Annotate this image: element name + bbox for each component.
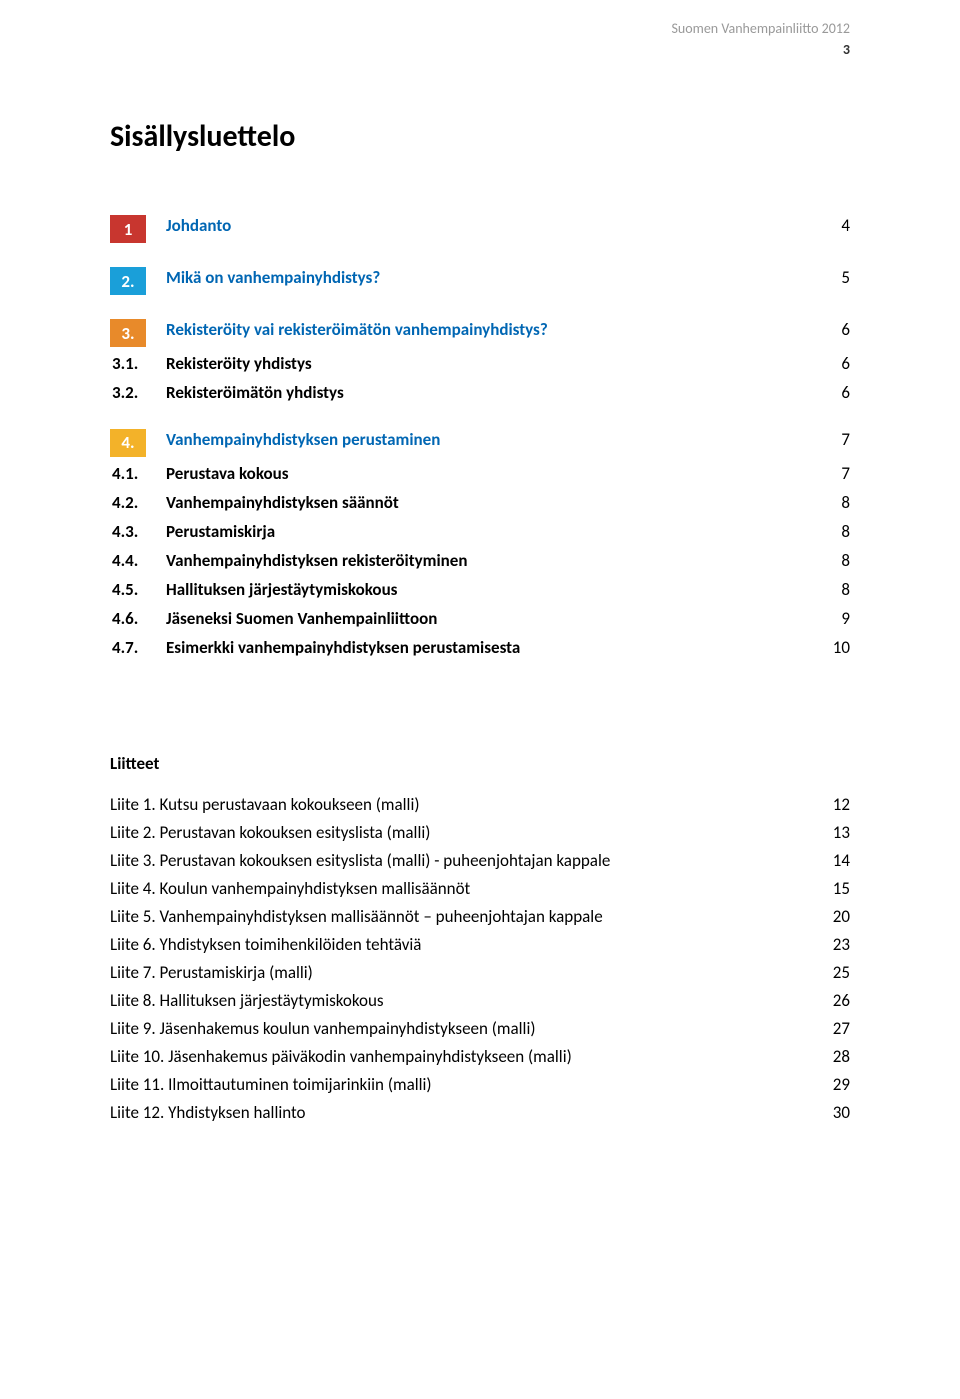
attachment-label: Liite 2. Perustavan kokouksen esityslist… — [110, 822, 800, 845]
toc-subsection-row: 3.2.Rekisteröimätön yhdistys6 — [110, 382, 850, 405]
subsection-page: 6 — [800, 353, 850, 374]
attachment-label: Liite 3. Perustavan kokouksen esityslist… — [110, 850, 800, 873]
attachment-page: 28 — [800, 1046, 850, 1069]
subsection-number: 4.6. — [110, 608, 146, 629]
attachment-row: Liite 6. Yhdistyksen toimihenkilöiden te… — [110, 934, 850, 957]
section-page: 6 — [800, 319, 850, 340]
subsection-title: Vanhempainyhdistyksen rekisteröityminen — [146, 550, 800, 573]
section-title: Mikä on vanhempainyhdistys? — [146, 267, 800, 290]
attachment-row: Liite 3. Perustavan kokouksen esityslist… — [110, 850, 850, 873]
header-org-line: Suomen Vanhempainliitto 2012 — [110, 20, 850, 37]
subsection-number: 4.5. — [110, 579, 146, 600]
section-number-box: 2. — [110, 267, 146, 295]
attachment-page: 14 — [800, 850, 850, 873]
attachment-page: 20 — [800, 906, 850, 929]
document-page: Suomen Vanhempainliitto 2012 3 Sisällysl… — [0, 0, 960, 1125]
attachments-heading: Liitteet — [110, 753, 850, 774]
section-page: 5 — [800, 267, 850, 288]
attachment-row: Liite 4. Koulun vanhempainyhdistyksen ma… — [110, 878, 850, 901]
attachment-label: Liite 6. Yhdistyksen toimihenkilöiden te… — [110, 934, 800, 957]
attachment-label: Liite 8. Hallituksen järjestäytymiskokou… — [110, 990, 800, 1013]
subsection-page: 8 — [800, 492, 850, 513]
subsection-number: 3.2. — [110, 382, 146, 403]
subsection-page: 8 — [800, 521, 850, 542]
section-title: Vanhempainyhdistyksen perustaminen — [146, 429, 800, 452]
attachment-row: Liite 10. Jäsenhakemus päiväkodin vanhem… — [110, 1046, 850, 1069]
subsection-number: 4.4. — [110, 550, 146, 571]
toc-section-row: 2.Mikä on vanhempainyhdistys?5 — [110, 267, 850, 295]
attachment-label: Liite 11. Ilmoittautuminen toimijarinkii… — [110, 1074, 800, 1097]
attachment-label: Liite 4. Koulun vanhempainyhdistyksen ma… — [110, 878, 800, 901]
attachment-label: Liite 1. Kutsu perustavaan kokoukseen (m… — [110, 794, 800, 817]
attachment-page: 29 — [800, 1074, 850, 1097]
section-title: Rekisteröity vai rekisteröimätön vanhemp… — [146, 319, 800, 342]
subsection-title: Jäseneksi Suomen Vanhempainliittoon — [146, 608, 800, 631]
subsection-page: 7 — [800, 463, 850, 484]
toc-subsection-row: 4.4.Vanhempainyhdistyksen rekisteröitymi… — [110, 550, 850, 573]
subsection-page: 9 — [800, 608, 850, 629]
subsection-title: Vanhempainyhdistyksen säännöt — [146, 492, 800, 515]
toc-subsection-row: 4.7.Esimerkki vanhempainyhdistyksen peru… — [110, 637, 850, 660]
subsection-title: Perustava kokous — [146, 463, 800, 486]
subsection-page: 8 — [800, 550, 850, 571]
subsection-page: 10 — [800, 637, 850, 658]
toc-subsection-row: 4.2.Vanhempainyhdistyksen säännöt8 — [110, 492, 850, 515]
section-number-box: 4. — [110, 429, 146, 457]
attachment-label: Liite 7. Perustamiskirja (malli) — [110, 962, 800, 985]
table-of-contents: 1Johdanto4 2.Mikä on vanhempainyhdistys?5… — [110, 215, 850, 683]
toc-section-row: 4.Vanhempainyhdistyksen perustaminen7 — [110, 429, 850, 457]
toc-section-row: 3.Rekisteröity vai rekisteröimätön vanhe… — [110, 319, 850, 347]
attachment-row: Liite 11. Ilmoittautuminen toimijarinkii… — [110, 1074, 850, 1097]
page-title: Sisällysluettelo — [110, 118, 850, 155]
subsection-number: 3.1. — [110, 353, 146, 374]
toc-subsection-row: 4.6.Jäseneksi Suomen Vanhempainliittoon9 — [110, 608, 850, 631]
subsection-title: Rekisteröity yhdistys — [146, 353, 800, 376]
attachments-list: Liite 1. Kutsu perustavaan kokoukseen (m… — [110, 794, 850, 1124]
subsection-title: Esimerkki vanhempainyhdistyksen perustam… — [146, 637, 800, 660]
attachment-page: 13 — [800, 822, 850, 845]
attachment-label: Liite 9. Jäsenhakemus koulun vanhempainy… — [110, 1018, 800, 1041]
attachment-page: 23 — [800, 934, 850, 957]
attachment-label: Liite 5. Vanhempainyhdistyksen mallisään… — [110, 906, 800, 929]
attachment-page: 26 — [800, 990, 850, 1013]
subsection-page: 6 — [800, 382, 850, 403]
subsection-number: 4.3. — [110, 521, 146, 542]
section-page: 7 — [800, 429, 850, 450]
attachment-row: Liite 5. Vanhempainyhdistyksen mallisään… — [110, 906, 850, 929]
subsection-page: 8 — [800, 579, 850, 600]
attachment-page: 27 — [800, 1018, 850, 1041]
toc-subsection-row: 4.3.Perustamiskirja8 — [110, 521, 850, 544]
subsection-title: Rekisteröimätön yhdistys — [146, 382, 800, 405]
attachment-row: Liite 12. Yhdistyksen hallinto30 — [110, 1102, 850, 1125]
subsection-title: Perustamiskirja — [146, 521, 800, 544]
attachment-label: Liite 12. Yhdistyksen hallinto — [110, 1102, 800, 1125]
section-number-box: 1 — [110, 215, 146, 243]
attachment-row: Liite 8. Hallituksen järjestäytymiskokou… — [110, 990, 850, 1013]
section-page: 4 — [800, 215, 850, 236]
attachment-row: Liite 7. Perustamiskirja (malli)25 — [110, 962, 850, 985]
toc-section-row: 1Johdanto4 — [110, 215, 850, 243]
attachment-row: Liite 1. Kutsu perustavaan kokoukseen (m… — [110, 794, 850, 817]
attachment-page: 15 — [800, 878, 850, 901]
attachment-row: Liite 2. Perustavan kokouksen esityslist… — [110, 822, 850, 845]
toc-subsection-row: 3.1.Rekisteröity yhdistys6 — [110, 353, 850, 376]
subsection-number: 4.2. — [110, 492, 146, 513]
attachment-page: 25 — [800, 962, 850, 985]
subsection-number: 4.1. — [110, 463, 146, 484]
page-number: 3 — [110, 41, 850, 58]
attachment-label: Liite 10. Jäsenhakemus päiväkodin vanhem… — [110, 1046, 800, 1069]
attachment-page: 12 — [800, 794, 850, 817]
toc-subsection-row: 4.5.Hallituksen järjestäytymiskokous8 — [110, 579, 850, 602]
attachment-page: 30 — [800, 1102, 850, 1125]
section-number-box: 3. — [110, 319, 146, 347]
subsection-title: Hallituksen järjestäytymiskokous — [146, 579, 800, 602]
subsection-number: 4.7. — [110, 637, 146, 658]
toc-subsection-row: 4.1.Perustava kokous7 — [110, 463, 850, 486]
section-title: Johdanto — [146, 215, 800, 238]
attachment-row: Liite 9. Jäsenhakemus koulun vanhempainy… — [110, 1018, 850, 1041]
